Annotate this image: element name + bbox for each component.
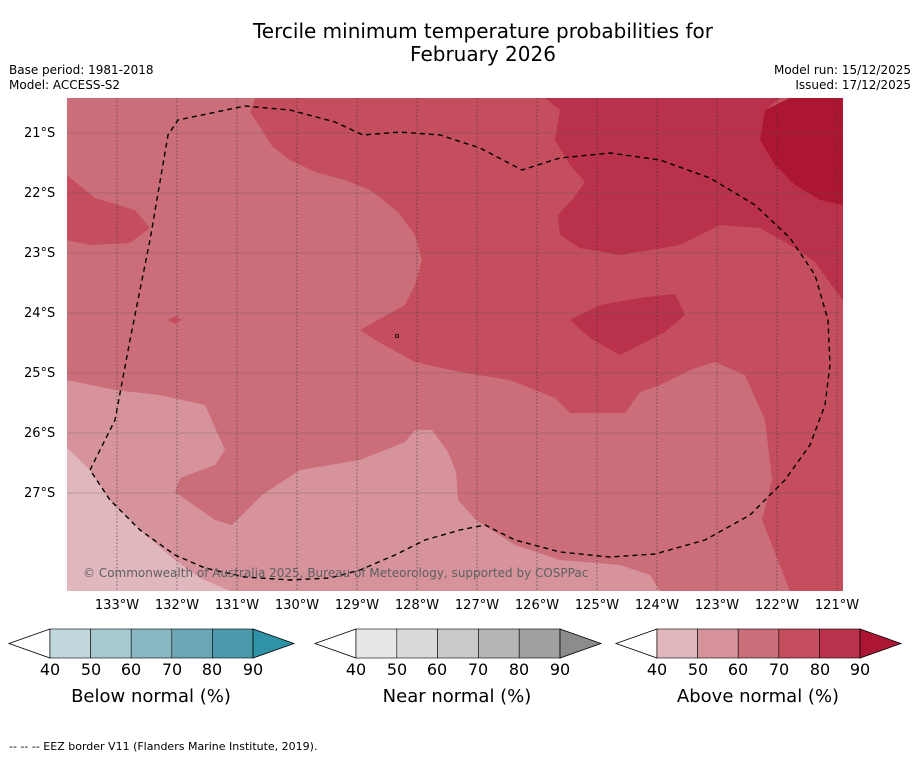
colorbar-swatch [697, 628, 739, 659]
colorbar-low-arrow [614, 628, 658, 659]
cb-tick: 90 [549, 660, 571, 679]
probability-fill [67, 98, 843, 591]
graticule [116, 98, 838, 591]
cb-tick: 40 [345, 660, 367, 679]
cb-tick: 60 [426, 660, 448, 679]
cb-tick: 50 [80, 660, 102, 679]
colorbar-swatch [737, 628, 780, 659]
cb-tick: 60 [120, 660, 142, 679]
cb-tick: 40 [646, 660, 668, 679]
base-period: Base period: 1981-2018 [9, 63, 154, 77]
lon-label: 125°W [574, 598, 620, 613]
lon-label: 130°W [274, 598, 320, 613]
copyright-notice: © Commonwealth of Australia 2025, Bureau… [83, 566, 589, 580]
zone-above-90 [760, 98, 843, 205]
cb-tick: 80 [809, 660, 831, 679]
lon-label: 121°W [814, 598, 860, 613]
issued-date: Issued: 17/12/2025 [795, 78, 911, 92]
colorbar-swatch [212, 628, 254, 659]
cb-tick: 70 [467, 660, 489, 679]
cb-tick: 40 [39, 660, 61, 679]
lat-label: 26°S [24, 426, 56, 441]
colorbar-swatch [819, 628, 861, 659]
colorbar-swatch [437, 628, 479, 659]
cb-tick: 90 [242, 660, 264, 679]
colorbar-swatch [90, 628, 132, 659]
colorbar-high-arrow [252, 628, 296, 659]
lat-label: 23°S [24, 246, 56, 261]
lon-label: 123°W [694, 598, 740, 613]
colorbar-swatch [49, 628, 91, 659]
lat-label: 27°S [24, 486, 56, 501]
colorbar-swatch [130, 628, 173, 659]
latitude-lines [67, 132, 843, 494]
island-marker [168, 316, 182, 324]
colorbar-above [614, 628, 903, 659]
cb-tick: 50 [687, 660, 709, 679]
lon-label: 128°W [394, 598, 440, 613]
island-dot [394, 333, 399, 338]
meta-right: Model run: 15/12/2025 Issued: 17/12/2025 [774, 63, 911, 93]
model-run: Model run: 15/12/2025 [773, 63, 911, 77]
meta-left: Base period: 1981-2018 Model: ACCESS-S2 [9, 63, 154, 93]
lat-label: 24°S [24, 306, 56, 321]
lon-label: 131°W [214, 598, 260, 613]
model-name: Model: ACCESS-S2 [9, 78, 121, 92]
lat-label: 22°S [24, 186, 56, 201]
lon-label: 133°W [94, 598, 140, 613]
colorbar-label-above: Above normal (%) [676, 686, 840, 707]
eez-border [89, 105, 831, 581]
lat-label: 21°S [24, 126, 56, 141]
zone-above-70-80-west [67, 175, 150, 245]
colorbar-swatch [518, 628, 561, 659]
cb-tick: 70 [768, 660, 790, 679]
colorbar-swatch [478, 628, 520, 659]
colorbar-swatch [656, 628, 698, 659]
zone-above-40-50 [67, 448, 230, 591]
cb-tick: 90 [849, 660, 871, 679]
title-line-2: February 2026 [410, 42, 556, 66]
zone-above-80-90-south [570, 294, 685, 355]
title-line-1: Tercile minimum temperature probabilitie… [252, 19, 714, 43]
zone-above-80-90 [545, 98, 843, 300]
colorbar-label-below: Below normal (%) [71, 686, 231, 707]
colorbar-high-arrow [859, 628, 903, 659]
cb-tick: 60 [727, 660, 749, 679]
cb-tick: 50 [386, 660, 408, 679]
cb-tick: 70 [161, 660, 183, 679]
lon-label: 132°W [154, 598, 200, 613]
lon-label: 127°W [454, 598, 500, 613]
colorbar-swatch [171, 628, 213, 659]
eez-legend-note: -- -- -- EEZ border V11 (Flanders Marine… [9, 740, 318, 753]
lon-label: 124°W [634, 598, 680, 613]
colorbar-swatch [355, 628, 398, 659]
lon-label: 122°W [754, 598, 800, 613]
lon-label: 129°W [334, 598, 380, 613]
cb-tick: 80 [201, 660, 223, 679]
colorbar-low-arrow [7, 628, 51, 659]
lon-label: 126°W [514, 598, 560, 613]
colorbar-swatch [778, 628, 820, 659]
colorbar-swatch [396, 628, 438, 659]
colorbar-near [313, 628, 603, 659]
lat-label: 25°S [24, 366, 56, 381]
colorbar-label-near: Near normal (%) [382, 686, 532, 707]
cb-tick: 80 [508, 660, 530, 679]
colorbar-below [7, 628, 296, 659]
colorbar-low-arrow [313, 628, 357, 659]
map-title: Tercile minimum temperature probabilitie… [0, 20, 919, 66]
colorbar-high-arrow [559, 628, 603, 659]
